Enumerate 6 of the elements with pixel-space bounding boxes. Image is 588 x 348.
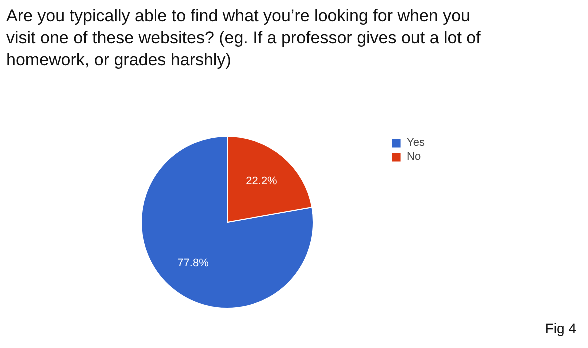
- data-label: 77.8%: [178, 257, 210, 270]
- data-label: 22.2%: [246, 176, 278, 188]
- legend-label: Yes: [407, 137, 426, 149]
- legend-label: No: [407, 151, 422, 163]
- caption: Fig 4: [545, 320, 577, 336]
- chart-title: Are you typically able to find what you’re looking for when you visit one of these websites? (eg. If a professor gives out a lot of homework, or grades harshly): [6, 6, 482, 70]
